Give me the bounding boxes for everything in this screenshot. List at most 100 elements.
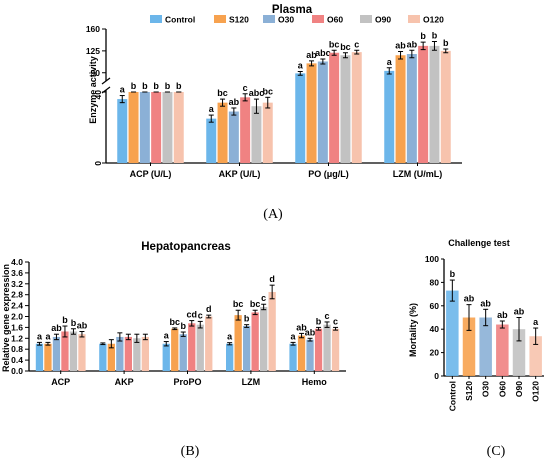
hepatopancreas-bar-o30-propo: [179, 334, 187, 371]
plasma-significance-letter: c: [243, 83, 248, 93]
hepatopancreas-significance-letter: ab: [296, 322, 307, 332]
hepatopancreas-significance-letter: bc: [169, 317, 180, 327]
hepatopancreas-bar-o90-hemo: [323, 324, 331, 371]
hepatopancreas-y-tick-label: 3.2: [11, 279, 23, 289]
plasma-bar-s120-po-g-l: [306, 63, 317, 163]
hepatopancreas-significance-letter: c: [325, 311, 330, 321]
challenge-y-tick-label: 60: [430, 301, 440, 311]
plasma-y-tick-label: 40: [93, 90, 103, 100]
hepatopancreas-significance-letter: c: [198, 310, 203, 320]
hepatopancreas-y-tick-label: 0.0: [11, 366, 23, 376]
plasma-bar-o120-akp-u-l: [262, 102, 273, 163]
challenge-significance-letter: b: [450, 269, 456, 279]
hepatopancreas-category-label-lzm: LZM: [242, 377, 261, 387]
legend-swatch-s120: [214, 15, 226, 23]
challenge-y-tick-label: 80: [430, 277, 440, 287]
plasma-bar-o30-lzm-u-ml: [406, 54, 417, 163]
plasma-bar-o120-lzm-u-ml: [440, 50, 451, 163]
legend-swatch-o30: [263, 15, 275, 23]
challenge-bar-control: [446, 290, 459, 376]
plasma-bar-o90-akp-u-l: [251, 106, 262, 163]
hepatopancreas-bar-o120-akp: [141, 336, 149, 371]
hepatopancreas-significance-letter: d: [269, 274, 275, 284]
challenge-bar-s120: [462, 317, 476, 376]
legend-label-s120: S120: [229, 15, 249, 25]
panel-label-b: (B): [181, 444, 200, 459]
hepatopancreas-category-label-hemo: Hemo: [302, 377, 328, 387]
hepatopancreas-y-tick-label: 1.2: [11, 333, 23, 343]
hepatopancreas-significance-letter: c: [261, 293, 266, 303]
hepatopancreas-bar-control-propo: [162, 343, 170, 371]
challenge-significance-letter: ab: [497, 310, 508, 320]
plasma-bar-o60-lzm-u-ml: [418, 45, 429, 163]
plasma-bar-o120-po-g-l: [351, 52, 362, 163]
plasma-bar-o60-akp-u-l: [240, 97, 251, 163]
panel-label-c: (C): [487, 444, 506, 459]
plasma-y-tick-label: 0: [93, 161, 103, 166]
plasma-significance-letter: ab: [395, 41, 406, 51]
legend-swatch-control: [150, 15, 162, 23]
hepatopancreas-bar-o60-hemo: [314, 328, 323, 371]
hepatopancreas-bar-control-akp: [99, 343, 107, 371]
hepatopancreas-bar-s120-propo: [171, 328, 179, 371]
hepatopancreas-significance-letter: d: [206, 304, 212, 314]
plasma-significance-letter: b: [432, 31, 438, 41]
hepatopancreas-y-tick-label: 0.4: [11, 355, 23, 365]
hepatopancreas-significance-letter: b: [181, 321, 187, 331]
plasma-significance-letter: bc: [340, 42, 351, 52]
legend-swatch-o120: [408, 15, 420, 23]
challenge-y-tick-label: 40: [430, 324, 440, 334]
legend-label-o120: O120: [423, 15, 444, 25]
legend-label-o60: O60: [327, 15, 343, 25]
challenge-category-label-o30: O30: [481, 381, 491, 397]
challenge-test-chart-title: Challenge test: [448, 238, 510, 248]
plasma-bar-control-lzm-u-ml: [384, 70, 395, 163]
panel-label-a: (A): [263, 207, 283, 222]
plasma-significance-letter: a: [120, 85, 126, 95]
plasma-significance-letter: ab: [229, 97, 240, 107]
plasma-bar-control-po-g-l: [295, 73, 306, 163]
plasma-y-tick-label: 160: [86, 24, 100, 34]
hepatopancreas-bar-o90-akp: [133, 338, 141, 371]
plasma-category-label-lzm-u-ml: LZM (U/mL): [393, 169, 443, 179]
hepatopancreas-significance-letter: cd: [186, 310, 197, 320]
hepatopancreas-bar-s120-akp: [107, 343, 115, 371]
plasma-significance-letter: b: [176, 81, 182, 91]
challenge-significance-letter: ab: [464, 294, 475, 304]
plasma-bar-o60-acp-u-l: [151, 92, 162, 163]
plasma-significance-letter: b: [131, 81, 137, 91]
plasma-category-label-acp-u-l: ACP (U/L): [130, 169, 172, 179]
challenge-y-tick-label: 100: [425, 254, 439, 264]
plasma-axis-break-mark: [101, 77, 111, 85]
challenge-plot: 0 20 40 60 80 100 b Control ab S120 ab O30 ab O60 ab O9…: [425, 254, 544, 411]
plasma-bar-o30-akp-u-l: [228, 111, 239, 163]
hepatopancreas-category-label-propo: ProPO: [173, 377, 201, 387]
hepatopancreas-significance-letter: ab: [305, 327, 316, 337]
hepatopancreas-significance-letter: a: [227, 332, 233, 342]
plasma-significance-letter: ab: [407, 39, 418, 49]
plasma-bar-o120-acp-u-l: [173, 92, 184, 163]
plasma-bar-o90-po-g-l: [340, 55, 351, 163]
plasma-significance-letter: a: [209, 104, 215, 114]
hepatopancreas-bar-control-hemo: [289, 343, 297, 371]
hepatopancreas-bar-o90-acp: [69, 331, 78, 371]
plasma-bar-s120-akp-u-l: [217, 102, 228, 163]
plasma-chart-title: Plasma: [272, 4, 313, 16]
plasma-significance-letter: bc: [262, 86, 273, 96]
plasma-bar-o90-lzm-u-ml: [429, 45, 440, 163]
plasma-legend: Control S120 O30 O60 O90 O120: [150, 15, 444, 25]
plasma-significance-letter: b: [142, 81, 148, 91]
challenge-category-label-s120: S120: [464, 381, 474, 401]
challenge-y-tick-label: 20: [430, 348, 440, 358]
hepatopancreas-y-tick-label: 3.6: [11, 268, 23, 278]
plasma-significance-letter: b: [443, 38, 449, 48]
challenge-significance-letter: ab: [480, 298, 491, 308]
legend-label-o30: O30: [278, 15, 294, 25]
challenge-bar-o120: [529, 336, 542, 376]
challenge-significance-letter: a: [533, 317, 539, 327]
challenge-bar-o60: [496, 324, 509, 376]
legend-swatch-o60: [312, 15, 324, 23]
hepatopancreas-bar-o90-propo: [196, 324, 204, 371]
